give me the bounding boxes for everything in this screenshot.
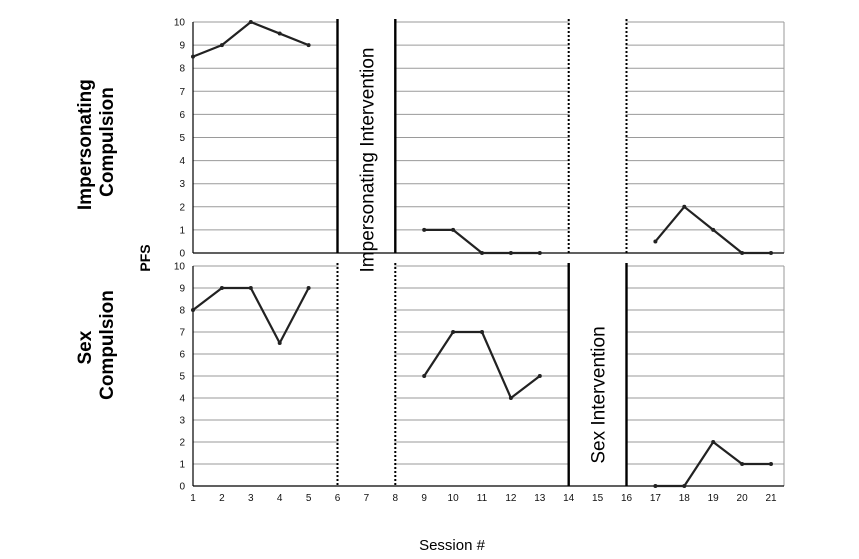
y-tick-label: 7 <box>179 87 185 98</box>
y-tick-label: 3 <box>179 179 185 190</box>
y-tick-label: 9 <box>179 284 185 295</box>
data-line <box>192 286 310 345</box>
data-series <box>191 20 773 488</box>
intervention-gaps <box>338 20 626 487</box>
data-point <box>306 43 311 48</box>
y-tick-label: 4 <box>179 156 185 167</box>
phase-gap <box>569 264 626 487</box>
y-tick-label: 2 <box>179 202 185 213</box>
data-point <box>277 341 282 345</box>
phase-lines <box>336 19 628 486</box>
y-tick-label: 10 <box>174 262 186 273</box>
data-line <box>424 228 540 255</box>
data-point <box>769 251 773 255</box>
y-tick-label: 8 <box>179 64 185 75</box>
x-tick-label: 12 <box>505 493 517 504</box>
y-tick-label: 1 <box>179 225 185 236</box>
data-point <box>422 227 427 232</box>
data-point <box>653 484 658 488</box>
x-tick-label: 11 <box>477 493 488 504</box>
data-point <box>711 440 716 444</box>
data-point <box>682 484 687 488</box>
data-point <box>537 251 542 255</box>
data-point <box>306 286 311 290</box>
y-tick-label: 6 <box>179 110 185 121</box>
phase-label-impersonating-intervention: Impersonating Intervention <box>357 48 378 273</box>
data-point <box>219 286 224 290</box>
data-point <box>451 330 456 334</box>
x-tick-label: 14 <box>563 493 575 504</box>
data-point <box>422 374 427 378</box>
y-axis-label: PFS <box>137 244 153 271</box>
data-point <box>191 308 195 312</box>
row-label-line: Compulsion <box>97 290 118 400</box>
y-tick-label: 3 <box>179 416 185 427</box>
y-tick-label: 2 <box>179 438 185 449</box>
data-point <box>682 204 687 209</box>
x-axis-label: Session # <box>419 537 486 554</box>
y-tick-label: 0 <box>179 482 185 493</box>
x-tick-label: 4 <box>277 493 283 504</box>
labels: PFS Session # Impersonating Intervention… <box>75 18 777 555</box>
x-tick-label: 2 <box>219 493 225 504</box>
x-tick-label: 13 <box>534 493 546 504</box>
data-point <box>537 374 542 378</box>
y-tick-label: 9 <box>179 41 185 52</box>
data-point <box>508 251 513 255</box>
x-tick-label: 5 <box>306 493 312 504</box>
phase-label-sex-intervention: Sex Intervention <box>589 326 610 463</box>
y-tick-label: 4 <box>179 394 185 405</box>
row-label-line: Impersonating <box>75 79 96 210</box>
row-label-line: Sex <box>75 330 96 364</box>
phase-gap <box>338 264 395 487</box>
row-label-impersonating-compulsion: Impersonating Compulsion <box>75 74 118 210</box>
x-tick-label: 9 <box>421 493 427 504</box>
row-label-line: Compulsion <box>97 87 118 197</box>
data-line <box>423 330 541 400</box>
x-tick-label: 1 <box>190 493 196 504</box>
y-tick-label: 6 <box>179 350 185 361</box>
y-tick-label: 5 <box>179 133 185 144</box>
y-tick-label: 7 <box>179 328 185 339</box>
row-label-sex-compulsion: Sex Compulsion <box>75 290 118 400</box>
data-point <box>740 462 745 466</box>
data-point <box>653 239 658 244</box>
data-point <box>451 227 456 232</box>
data-point <box>711 227 716 232</box>
data-point <box>480 251 484 255</box>
data-point <box>219 43 224 48</box>
data-line <box>192 20 310 58</box>
phase-gap <box>569 20 626 254</box>
data-point <box>277 31 282 36</box>
phase-gap <box>338 20 395 254</box>
x-tick-label: 15 <box>592 493 604 504</box>
data-point <box>480 330 484 334</box>
data-point <box>508 396 513 400</box>
x-tick-label: 19 <box>708 493 720 504</box>
x-tick-label: 3 <box>248 493 254 504</box>
data-point <box>769 462 773 466</box>
x-tick-label: 16 <box>621 493 633 504</box>
x-tick-label: 20 <box>737 493 749 504</box>
x-tick-label: 21 <box>765 493 777 504</box>
data-point <box>740 251 745 255</box>
y-tick-label: 1 <box>179 460 185 471</box>
x-tick-label: 6 <box>335 493 341 504</box>
data-point <box>248 20 253 24</box>
data-point <box>248 286 253 290</box>
y-tick-label: 10 <box>174 18 186 29</box>
x-tick-label: 18 <box>679 493 691 504</box>
x-tick-label: 8 <box>393 493 399 504</box>
y-tick-label: 8 <box>179 306 185 317</box>
x-tick-label: 10 <box>448 493 460 504</box>
y-tick-label: 5 <box>179 372 185 383</box>
data-point <box>191 54 195 59</box>
y-tick-label: 0 <box>179 249 185 260</box>
x-tick-label: 7 <box>364 493 370 504</box>
x-tick-label: 17 <box>650 493 662 504</box>
